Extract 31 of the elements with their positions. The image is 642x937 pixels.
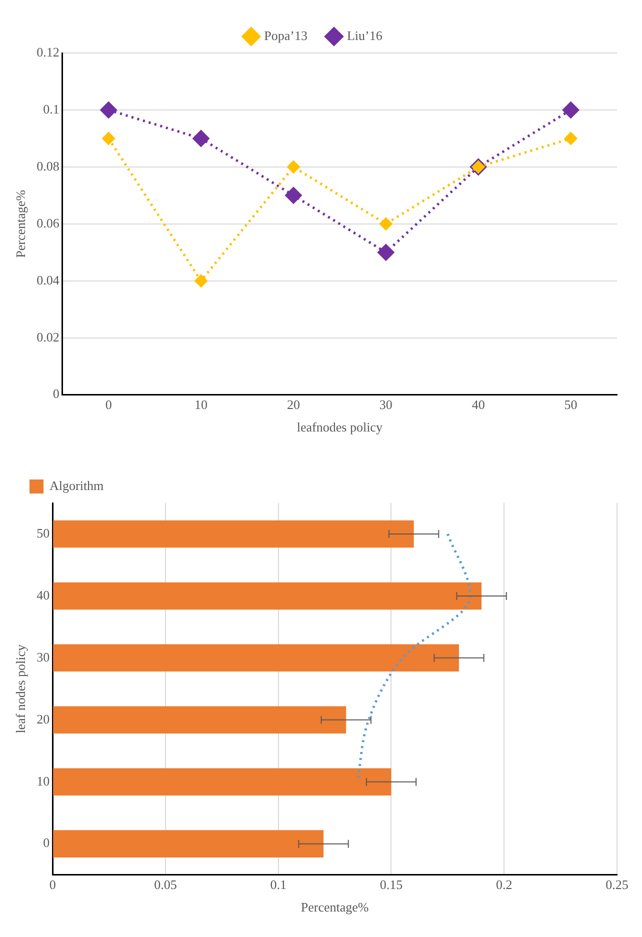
- y-tick-label: 30: [36, 649, 50, 664]
- legend-label: Liu’16: [346, 28, 383, 43]
- y-tick-label: 40: [36, 587, 50, 602]
- x-tick-label: 0: [105, 397, 112, 412]
- x-tick-label: 20: [286, 397, 300, 412]
- y-tick-label: 20: [36, 711, 50, 726]
- y-axis-title: leaf nodes policy: [13, 644, 28, 734]
- y-tick-label: 0: [52, 386, 60, 402]
- y-tick-label: 50: [36, 525, 50, 540]
- x-axis-title: leafnodes policy: [296, 420, 383, 435]
- y-tick-label: 0.06: [36, 215, 60, 230]
- y-tick-label: 0.1: [43, 101, 60, 116]
- x-tick-label: 0.2: [496, 877, 512, 892]
- x-tick-label: 10: [194, 397, 208, 412]
- y-tick-label: 0.08: [36, 158, 60, 174]
- y-tick-label: 10: [36, 773, 50, 788]
- x-tick-label: 50: [564, 397, 578, 412]
- legend-label: Popa’13: [264, 28, 308, 43]
- y-tick-label: 0.04: [36, 272, 60, 288]
- legend-label: Algorithm: [50, 478, 104, 493]
- y-tick-label: 0.02: [36, 329, 60, 344]
- x-tick-label: 0.1: [270, 877, 286, 892]
- x-tick-label: 40: [472, 397, 485, 412]
- y-tick-label: 0: [43, 835, 50, 850]
- x-tick-label: 0.05: [154, 877, 177, 892]
- x-axis-title: Percentage%: [300, 900, 369, 915]
- x-tick-label: 30: [379, 397, 392, 412]
- y-tick-label: 0.12: [36, 44, 60, 60]
- x-tick-label: 0.15: [380, 877, 403, 892]
- x-tick-label: 0.25: [606, 877, 628, 892]
- y-axis-title: Percentage%: [13, 190, 28, 258]
